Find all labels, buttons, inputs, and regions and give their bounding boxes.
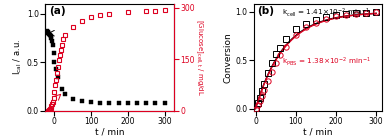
X-axis label: t / min: t / min [303, 127, 333, 136]
Y-axis label: I$_\mathregular{cal}$ / a.u.: I$_\mathregular{cal}$ / a.u. [11, 39, 24, 75]
Text: k$_\mathregular{cell}$ = 1.41×10$^{\mathregular{-2}}$ min$^{\mathregular{-1}}$: k$_\mathregular{cell}$ = 1.41×10$^{\math… [282, 6, 370, 19]
Text: (a): (a) [49, 6, 65, 16]
Text: (b): (b) [258, 6, 274, 16]
X-axis label: t / min: t / min [94, 127, 124, 136]
Text: k$_\mathregular{PBS}$ = 1.38×10$^{\mathregular{-2}}$ min$^{\mathregular{-1}}$: k$_\mathregular{PBS}$ = 1.38×10$^{\mathr… [282, 55, 371, 68]
Y-axis label: [Glucose]$_\mathregular{cell,t}$ / mg/dL: [Glucose]$_\mathregular{cell,t}$ / mg/dL [194, 19, 204, 96]
Y-axis label: Conversion: Conversion [223, 32, 232, 83]
